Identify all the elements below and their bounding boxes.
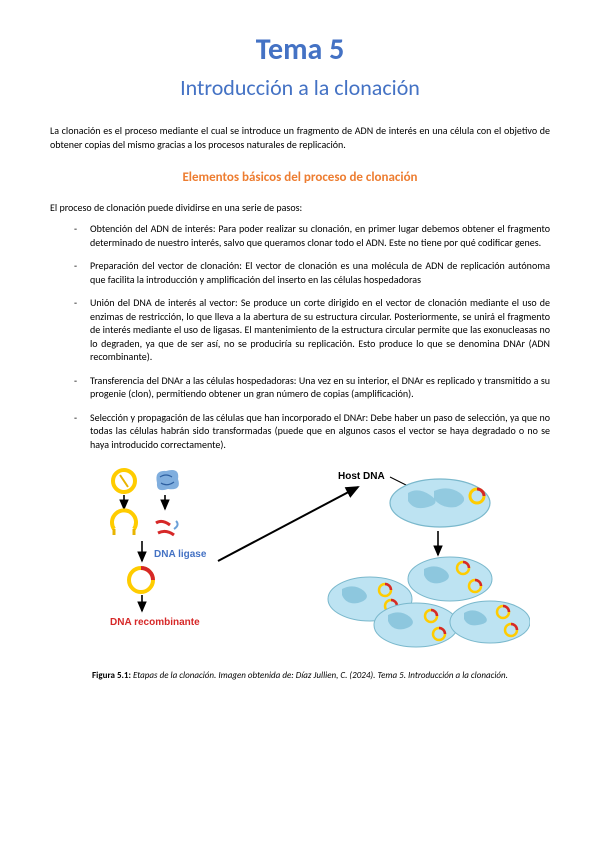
- intro-paragraph: La clonación es el proceso mediante el c…: [50, 124, 550, 151]
- host-dna-label: Host DNA: [338, 471, 385, 482]
- steps-lead: El proceso de clonación puede dividirse …: [50, 201, 550, 215]
- list-item: Unión del DNA de interés al vector: Se p…: [78, 296, 550, 364]
- cell-cluster: [328, 557, 530, 647]
- list-item: Transferencia del DNAr a las células hos…: [78, 374, 550, 401]
- section-heading: Elementos básicos del proceso de clonaci…: [50, 169, 550, 187]
- caption-text: Etapas de la clonación. Imagen obtenida …: [131, 670, 377, 681]
- steps-list: Obtención del ADN de interés: Para poder…: [50, 222, 550, 451]
- list-item: Obtención del ADN de interés: Para poder…: [78, 222, 550, 249]
- cloning-figure: DNA ligase DNA recombinante Host DNA: [50, 461, 550, 656]
- dna-recombinant-label: DNA recombinante: [110, 617, 200, 628]
- list-item: Selección y propagación de las células q…: [78, 411, 550, 452]
- caption-label: Figura 5.1:: [92, 670, 131, 681]
- list-item: Preparación del vector de clonación: El …: [78, 259, 550, 286]
- page-title: Tema 5: [50, 30, 550, 71]
- caption-italic: Tema 5. Introducción a la clonación.: [377, 670, 508, 681]
- figure-caption: Figura 5.1: Etapas de la clonación. Imag…: [50, 670, 550, 682]
- page-subtitle: Introducción a la clonación: [50, 73, 550, 103]
- dna-ligase-label: DNA ligase: [154, 549, 207, 560]
